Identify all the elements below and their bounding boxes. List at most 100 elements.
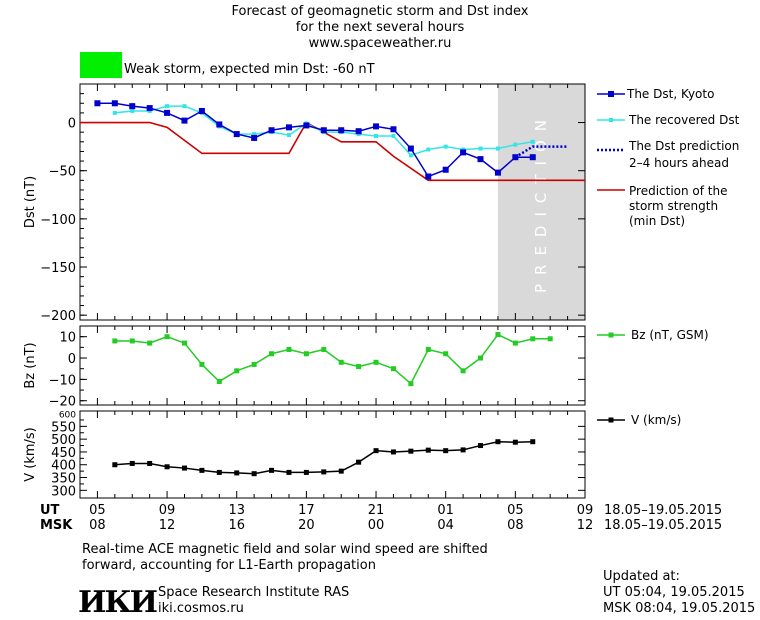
v-point [234, 470, 240, 476]
ut-axis-label: UT [40, 503, 60, 518]
prediction-band [497, 84, 585, 320]
dst-kyoto-point [216, 121, 223, 128]
v-point [216, 469, 222, 475]
msk-tick-label: 20 [298, 518, 315, 533]
ut-tick-label: 21 [368, 503, 385, 518]
bz-ytick-label: 10 [59, 331, 76, 346]
footer-note-line1: Real-time ACE magnetic field and solar w… [82, 542, 488, 557]
bz-ytick-label: 0 [68, 352, 76, 367]
bz-point [338, 359, 344, 365]
v-ylabel: V (km/s) [23, 427, 38, 482]
updated-msk: MSK 08:04, 19.05.2015 [603, 601, 756, 616]
dst-recovered-point [530, 139, 535, 144]
bz-point [269, 351, 275, 357]
legend-storm-3: (min Dst) [629, 214, 685, 228]
dst-kyoto-point [251, 134, 258, 141]
dst-ytick-label: −50 [49, 165, 76, 180]
ut-date-range: 18.05–19.05.2015 [604, 503, 722, 518]
bz-point [547, 336, 553, 342]
bz-point [199, 361, 205, 367]
prediction-label: PREDICTION [532, 111, 550, 293]
institute-website[interactable]: iki.cosmos.ru [158, 601, 244, 616]
dst-kyoto-point [442, 166, 449, 173]
site-url: www.spaceweather.ru [308, 36, 452, 51]
bz-point [164, 334, 170, 340]
v-point [129, 460, 135, 466]
legend-storm-1: Prediction of the [629, 184, 728, 198]
footer-note-line2: forward, accounting for L1-Earth propaga… [82, 558, 376, 573]
dst-recovered-legend-marker [609, 118, 613, 122]
dst-recovered-point [286, 133, 291, 138]
dst-kyoto-point [320, 127, 327, 134]
v-point [164, 464, 170, 470]
msk-tick-label: 08 [507, 518, 524, 533]
v-point [460, 447, 466, 453]
v-ytick-label: 400 [51, 459, 76, 474]
v-point [269, 467, 275, 473]
v-point [321, 469, 327, 475]
dst-kyoto-point [129, 103, 136, 110]
dst-recovered-point [513, 142, 518, 147]
v-point [408, 448, 414, 454]
ut-tick-label: 05 [507, 503, 524, 518]
dst-recovered-point [408, 153, 413, 158]
dst-kyoto-point [164, 109, 171, 116]
bz-point [181, 340, 187, 346]
v-point [199, 467, 205, 473]
ut-tick-label: 09 [577, 503, 594, 518]
dst-recovered-point [130, 108, 135, 113]
v-panel-frame [79, 410, 586, 499]
msk-tick-label: 12 [159, 518, 176, 533]
v-line [114, 440, 533, 475]
dst-ytick-label: −150 [40, 261, 76, 276]
dst-kyoto-point [111, 100, 118, 107]
msk-date-range: 18.05–19.05.2015 [604, 518, 722, 533]
bz-point [356, 364, 362, 370]
v-point [530, 439, 536, 445]
dst-kyoto-point [494, 169, 501, 176]
bz-line [114, 333, 551, 385]
dst-recovered-point [165, 104, 170, 109]
dst-kyoto-point [268, 127, 275, 134]
dst-kyoto-point [198, 107, 205, 114]
bz-point [129, 338, 135, 344]
dst-kyoto-point [512, 154, 519, 161]
v-point [286, 469, 292, 475]
ut-tick-label: 17 [298, 503, 315, 518]
v-ytick-label: 450 [51, 446, 76, 461]
v-point [495, 439, 501, 445]
storm-status-text: Weak storm, expected min Dst: -60 nT [124, 62, 375, 77]
dst-kyoto-point [146, 105, 153, 112]
updated-ut: UT 05:04, 19.05.2015 [603, 585, 745, 600]
v-ytick-label: 550 [51, 420, 76, 435]
dst-ytick-label: 0 [68, 117, 76, 132]
dst-panel-frame [79, 83, 586, 321]
msk-tick-label: 08 [89, 518, 106, 533]
page-title: Forecast of geomagnetic storm and Dst in… [231, 4, 529, 19]
v-point [373, 448, 379, 454]
msk-axis-label: MSK [40, 518, 73, 533]
v-point [112, 462, 118, 468]
dst-recovered-point [443, 144, 448, 149]
dst-recovered-point [426, 147, 431, 152]
ut-tick-label: 05 [89, 503, 106, 518]
v-ytick-label: 300 [51, 484, 76, 499]
legend-dst-kyoto: The Dst, Kyoto [626, 87, 714, 101]
v-ytick-label: 350 [51, 472, 76, 487]
bz-ylabel: Bz (nT) [23, 342, 38, 388]
v-point [478, 443, 484, 449]
msk-tick-label: 16 [228, 518, 245, 533]
v-legend-marker [608, 417, 614, 423]
page-subtitle: for the next several hours [295, 20, 465, 35]
dst-kyoto-point [460, 149, 467, 156]
v-ytick-label-minor: 600 [59, 411, 76, 421]
v-point [512, 439, 518, 445]
dst-kyoto-point [338, 127, 345, 134]
v-point [390, 449, 396, 455]
dst-recovered-point [112, 110, 117, 115]
msk-tick-label: 00 [368, 518, 385, 533]
dst-kyoto-point [181, 117, 188, 124]
v-point [181, 465, 187, 471]
